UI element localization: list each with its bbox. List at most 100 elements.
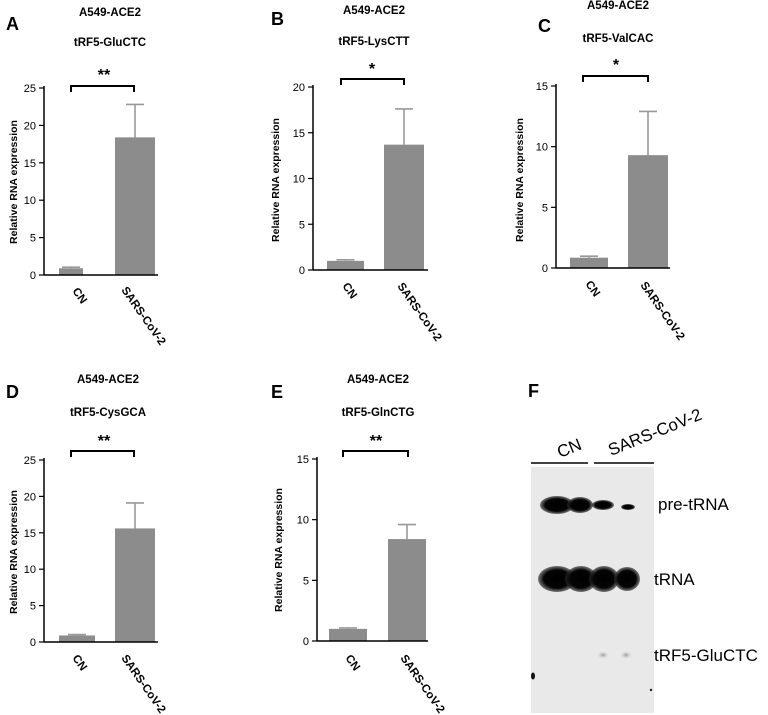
chart-title-cell-line: A549-ACE2 <box>587 0 649 12</box>
panel-letter: D <box>6 382 19 402</box>
x-category-label: SARS-CoV-2 <box>119 653 168 715</box>
band-label-pre-trna: pre-tRNA <box>658 495 730 514</box>
bar <box>59 635 95 642</box>
y-tick-label: 10 <box>24 564 36 576</box>
bar-chart: B A549-ACE2 tRF5-LysCTT * 0 5 10 15 20 Relative R… <box>270 5 444 344</box>
y-tick-label: 15 <box>24 528 36 540</box>
significance-bracket <box>70 85 135 92</box>
y-tick-label: 0 <box>542 263 548 275</box>
bar-chart: C A549-ACE2 tRF5-ValCAC * 0 5 10 15 Relative RNA… <box>514 0 687 343</box>
band-pre-trna-cn1 <box>540 496 574 514</box>
y-tick-label: 20 <box>293 82 305 94</box>
y-tick-label: 10 <box>24 195 36 207</box>
x-category-label: SARS-CoV-2 <box>119 285 168 348</box>
bar <box>327 260 364 270</box>
y-axis-label: Relative RNA expression <box>514 118 526 242</box>
band-label-trf5: tRF5-GluCTC <box>654 646 758 665</box>
panel-letter: F <box>528 381 539 401</box>
band-pre-trna-sars1 <box>592 500 614 510</box>
y-axis-label: Relative RNA expression <box>273 488 285 612</box>
bar <box>115 528 155 642</box>
bar <box>628 155 668 268</box>
y-tick-label: 0 <box>30 637 36 649</box>
y-tick-label: 15 <box>297 454 309 466</box>
bar-chart: A A549-ACE2 tRF5-GluCTC ** 0 5 10 15 20 25 Relativ… <box>6 7 168 348</box>
significance-bracket <box>342 450 409 457</box>
blot-lane-label-sars: SARS-CoV-2 <box>605 405 704 460</box>
bar-chart: E A549-ACE2 tRF5-GlnCTG ** 0 5 10 15 Relative RN… <box>271 374 447 715</box>
band-pre-trna-sars2 <box>621 504 635 510</box>
band-trna-sars1 <box>589 566 619 592</box>
x-category-label: CN <box>70 286 89 307</box>
y-tick-label: 0 <box>30 270 36 282</box>
chart-title-gene: tRF5-GlnCTG <box>342 407 415 419</box>
significance-bracket <box>582 75 649 82</box>
x-category-label: CN <box>343 653 362 674</box>
bar <box>384 144 424 270</box>
bar <box>570 257 608 268</box>
y-tick-label: 10 <box>297 515 309 527</box>
panel-letter: C <box>538 16 551 36</box>
chart-title-cell-line: A549-ACE2 <box>79 7 141 19</box>
y-tick-label: 20 <box>24 491 36 503</box>
y-tick-label: 25 <box>24 455 36 467</box>
y-tick-label: 10 <box>536 142 548 154</box>
x-category-label: SARS-CoV-2 <box>398 653 447 715</box>
y-tick-label: 15 <box>24 158 36 170</box>
y-tick-label: 5 <box>299 219 305 231</box>
blot-panel: F CN SARS-CoV-2 pre-tRNA tRNA tRF5-GluCT… <box>528 381 758 713</box>
x-category-label: CN <box>70 653 89 674</box>
significance-marker: ** <box>370 433 383 450</box>
x-category-label: SARS-CoV-2 <box>638 280 687 343</box>
y-axis-label: Relative RNA expression <box>8 120 20 244</box>
chart-title-gene: tRF5-CysGCA <box>70 407 146 419</box>
y-tick-label: 10 <box>293 174 305 186</box>
band-trf5-sars1 <box>597 651 609 659</box>
y-tick-label: 5 <box>30 601 36 613</box>
significance-bracket <box>70 450 135 457</box>
y-tick-label: 15 <box>293 128 305 140</box>
significance-marker: ** <box>98 67 111 84</box>
x-category-label: CN <box>340 281 359 302</box>
bar-chart: D A549-ACE2 tRF5-CysGCA ** 0 5 10 15 20 25 Relativ… <box>6 374 168 715</box>
band-trna-cn2 <box>565 566 597 592</box>
bar <box>388 539 426 641</box>
bar <box>115 137 155 275</box>
band-trna-sars2 <box>614 567 640 591</box>
panel-letter: E <box>271 382 283 402</box>
bar <box>329 628 367 641</box>
bar <box>59 268 83 275</box>
panel-letter: A <box>6 14 19 34</box>
y-tick-label: 25 <box>24 83 36 95</box>
panel-letter: B <box>271 9 284 29</box>
chart-title-gene: tRF5-GluCTC <box>74 37 146 49</box>
x-category-label: CN <box>583 279 602 300</box>
y-tick-label: 15 <box>536 81 548 93</box>
y-tick-label: 5 <box>542 202 548 214</box>
y-tick-label: 5 <box>30 233 36 245</box>
chart-title-cell-line: A549-ACE2 <box>77 374 139 386</box>
x-category-label: SARS-CoV-2 <box>395 281 444 344</box>
y-axis-label: Relative RNA expression <box>8 490 20 614</box>
blot-lane-label-cn: CN <box>554 435 584 462</box>
band-trf5-sars2 <box>620 651 632 659</box>
significance-marker: * <box>613 57 620 74</box>
chart-title-cell-line: A549-ACE2 <box>347 374 409 386</box>
y-tick-label: 0 <box>299 265 305 277</box>
chart-title-cell-line: A549-ACE2 <box>343 5 405 17</box>
y-tick-label: 20 <box>24 120 36 132</box>
significance-marker: ** <box>98 433 111 450</box>
blot-artifact <box>649 688 653 692</box>
band-label-trna: tRNA <box>654 570 695 589</box>
chart-title-gene: tRF5-LysCTT <box>338 36 409 48</box>
significance-marker: * <box>369 61 376 78</box>
band-trna-cn1 <box>538 566 576 592</box>
chart-title-gene: tRF5-ValCAC <box>583 33 654 45</box>
significance-bracket <box>340 78 405 85</box>
y-tick-label: 5 <box>303 575 309 587</box>
y-tick-label: 0 <box>303 636 309 648</box>
y-axis-label: Relative RNA expression <box>270 118 282 242</box>
blot-artifact <box>531 672 535 680</box>
band-pre-trna-cn2 <box>567 497 593 513</box>
